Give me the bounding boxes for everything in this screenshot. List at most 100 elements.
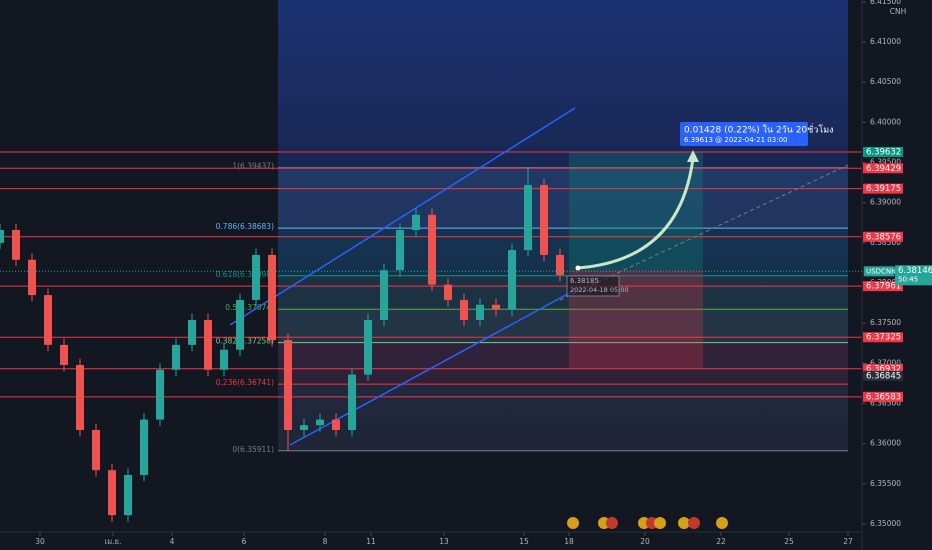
candle-body: [348, 374, 356, 431]
x-tick-label: 4: [170, 537, 175, 546]
y-tick-label: 6.37000: [870, 358, 901, 367]
fib-band: [278, 384, 848, 451]
y-tick-label: 6.41500: [870, 0, 901, 6]
measure-box: [680, 122, 808, 146]
channel-lower: [289, 289, 576, 446]
symbol-label: USDCNH: [866, 267, 896, 275]
candle-body: [156, 369, 164, 420]
y-tick-label: 6.35000: [870, 519, 901, 528]
x-tick-label: 8: [323, 537, 328, 546]
x-tick-label: เม.ย.: [105, 537, 122, 546]
x-tick-label: 27: [843, 537, 853, 546]
price-tag-label: 6.36583: [866, 392, 901, 402]
candle-body: [332, 419, 340, 431]
date-range-box: [278, 0, 848, 452]
y-tick-label: 6.38500: [870, 238, 901, 247]
fib-band: [278, 275, 848, 310]
event-icons: [567, 517, 728, 529]
price-tag: [863, 391, 903, 402]
candle-body: [428, 214, 436, 285]
candle-body: [284, 340, 292, 431]
candles: [0, 167, 564, 522]
fib-label: 0.5(6.37674): [225, 303, 274, 312]
entry-price: 6.38185: [570, 277, 599, 285]
candle-body: [524, 185, 532, 251]
price-tag: [863, 183, 903, 194]
event-icon: [567, 517, 579, 529]
channel-upper: [229, 107, 576, 326]
price-tag-label: 6.36845: [866, 371, 901, 381]
candle-body: [236, 299, 244, 350]
fib-band: [278, 342, 848, 385]
y-tick-label: 6.40500: [870, 77, 901, 86]
x-tick-label: 11: [366, 537, 376, 546]
y-tick-label: 6.37500: [870, 318, 901, 327]
fib-band: [278, 167, 848, 229]
event-icon: [678, 517, 690, 529]
price-tag: [863, 146, 903, 157]
x-tick-label: 30: [35, 537, 45, 546]
x-tick-label: 6: [242, 537, 247, 546]
candle-body: [444, 284, 452, 300]
fib-label: 0.618(6.38090): [216, 270, 274, 279]
candle-body: [316, 419, 324, 426]
y-tick-label: 6.39000: [870, 198, 901, 207]
fib-label: 1(6.39437): [232, 162, 274, 171]
price-tag-label: 6.36932: [866, 364, 901, 374]
x-tick-label: 20: [640, 537, 650, 546]
arrow-head: [687, 150, 699, 162]
candle-body: [204, 319, 212, 370]
candle-body: [0, 230, 4, 243]
candle-body: [44, 295, 52, 345]
y-tick-label: 6.35500: [870, 479, 901, 488]
y-tick-label: 6.36500: [870, 399, 901, 408]
candle-body: [492, 304, 500, 310]
price-tag-label: 6.39429: [866, 164, 901, 174]
candle-body: [380, 270, 388, 320]
candle-body: [540, 185, 548, 255]
event-icon: [606, 517, 618, 529]
y-tick-label: 6.39500: [870, 158, 901, 167]
fib-label: 0(6.35911): [232, 445, 274, 454]
candle-body: [412, 214, 420, 231]
candle-body: [220, 349, 228, 370]
candle-body: [28, 259, 36, 296]
fib-label: 0.786(6.38683): [216, 222, 274, 231]
symbol-tag: [864, 266, 894, 277]
candle-body: [252, 254, 260, 300]
price-tag: [863, 363, 903, 374]
price-tag-label: 6.38576: [866, 232, 901, 242]
price-tag-label: 6.37961: [866, 282, 901, 292]
price-tag-label: 6.39175: [866, 184, 901, 194]
x-tick-label: 22: [716, 537, 726, 546]
price-tag: [863, 370, 903, 381]
event-icon: [654, 517, 666, 529]
candle-body: [60, 344, 68, 365]
x-tick-label: 25: [784, 537, 794, 546]
x-tick-label: 13: [439, 537, 449, 546]
price-tag: [863, 163, 903, 174]
price-tag-label: 6.39632: [866, 147, 901, 157]
candle-body: [188, 319, 196, 345]
measure-text: 0.01428 (0.22%) ใน 2วัน 20ชั่วโมง: [684, 123, 834, 136]
candle-body: [124, 474, 132, 516]
event-icon: [716, 517, 728, 529]
candle-body: [76, 364, 84, 431]
y-tick-label: 6.40000: [870, 117, 901, 126]
candle-body: [364, 319, 372, 375]
price-tag: [863, 231, 903, 242]
candle-body: [268, 254, 276, 341]
candle-body: [108, 470, 116, 516]
candle-body: [396, 230, 404, 271]
price-tag: [863, 281, 903, 292]
profit-zone: [569, 152, 703, 270]
fib-label: 0.236(6.36741): [216, 378, 274, 387]
fib-label: 0.382(6.37258): [216, 337, 274, 346]
price-tag: [863, 332, 903, 343]
candle-body: [140, 419, 148, 475]
event-icon: [688, 517, 700, 529]
entry-box: [566, 275, 620, 297]
last-price-tag: [895, 265, 932, 286]
